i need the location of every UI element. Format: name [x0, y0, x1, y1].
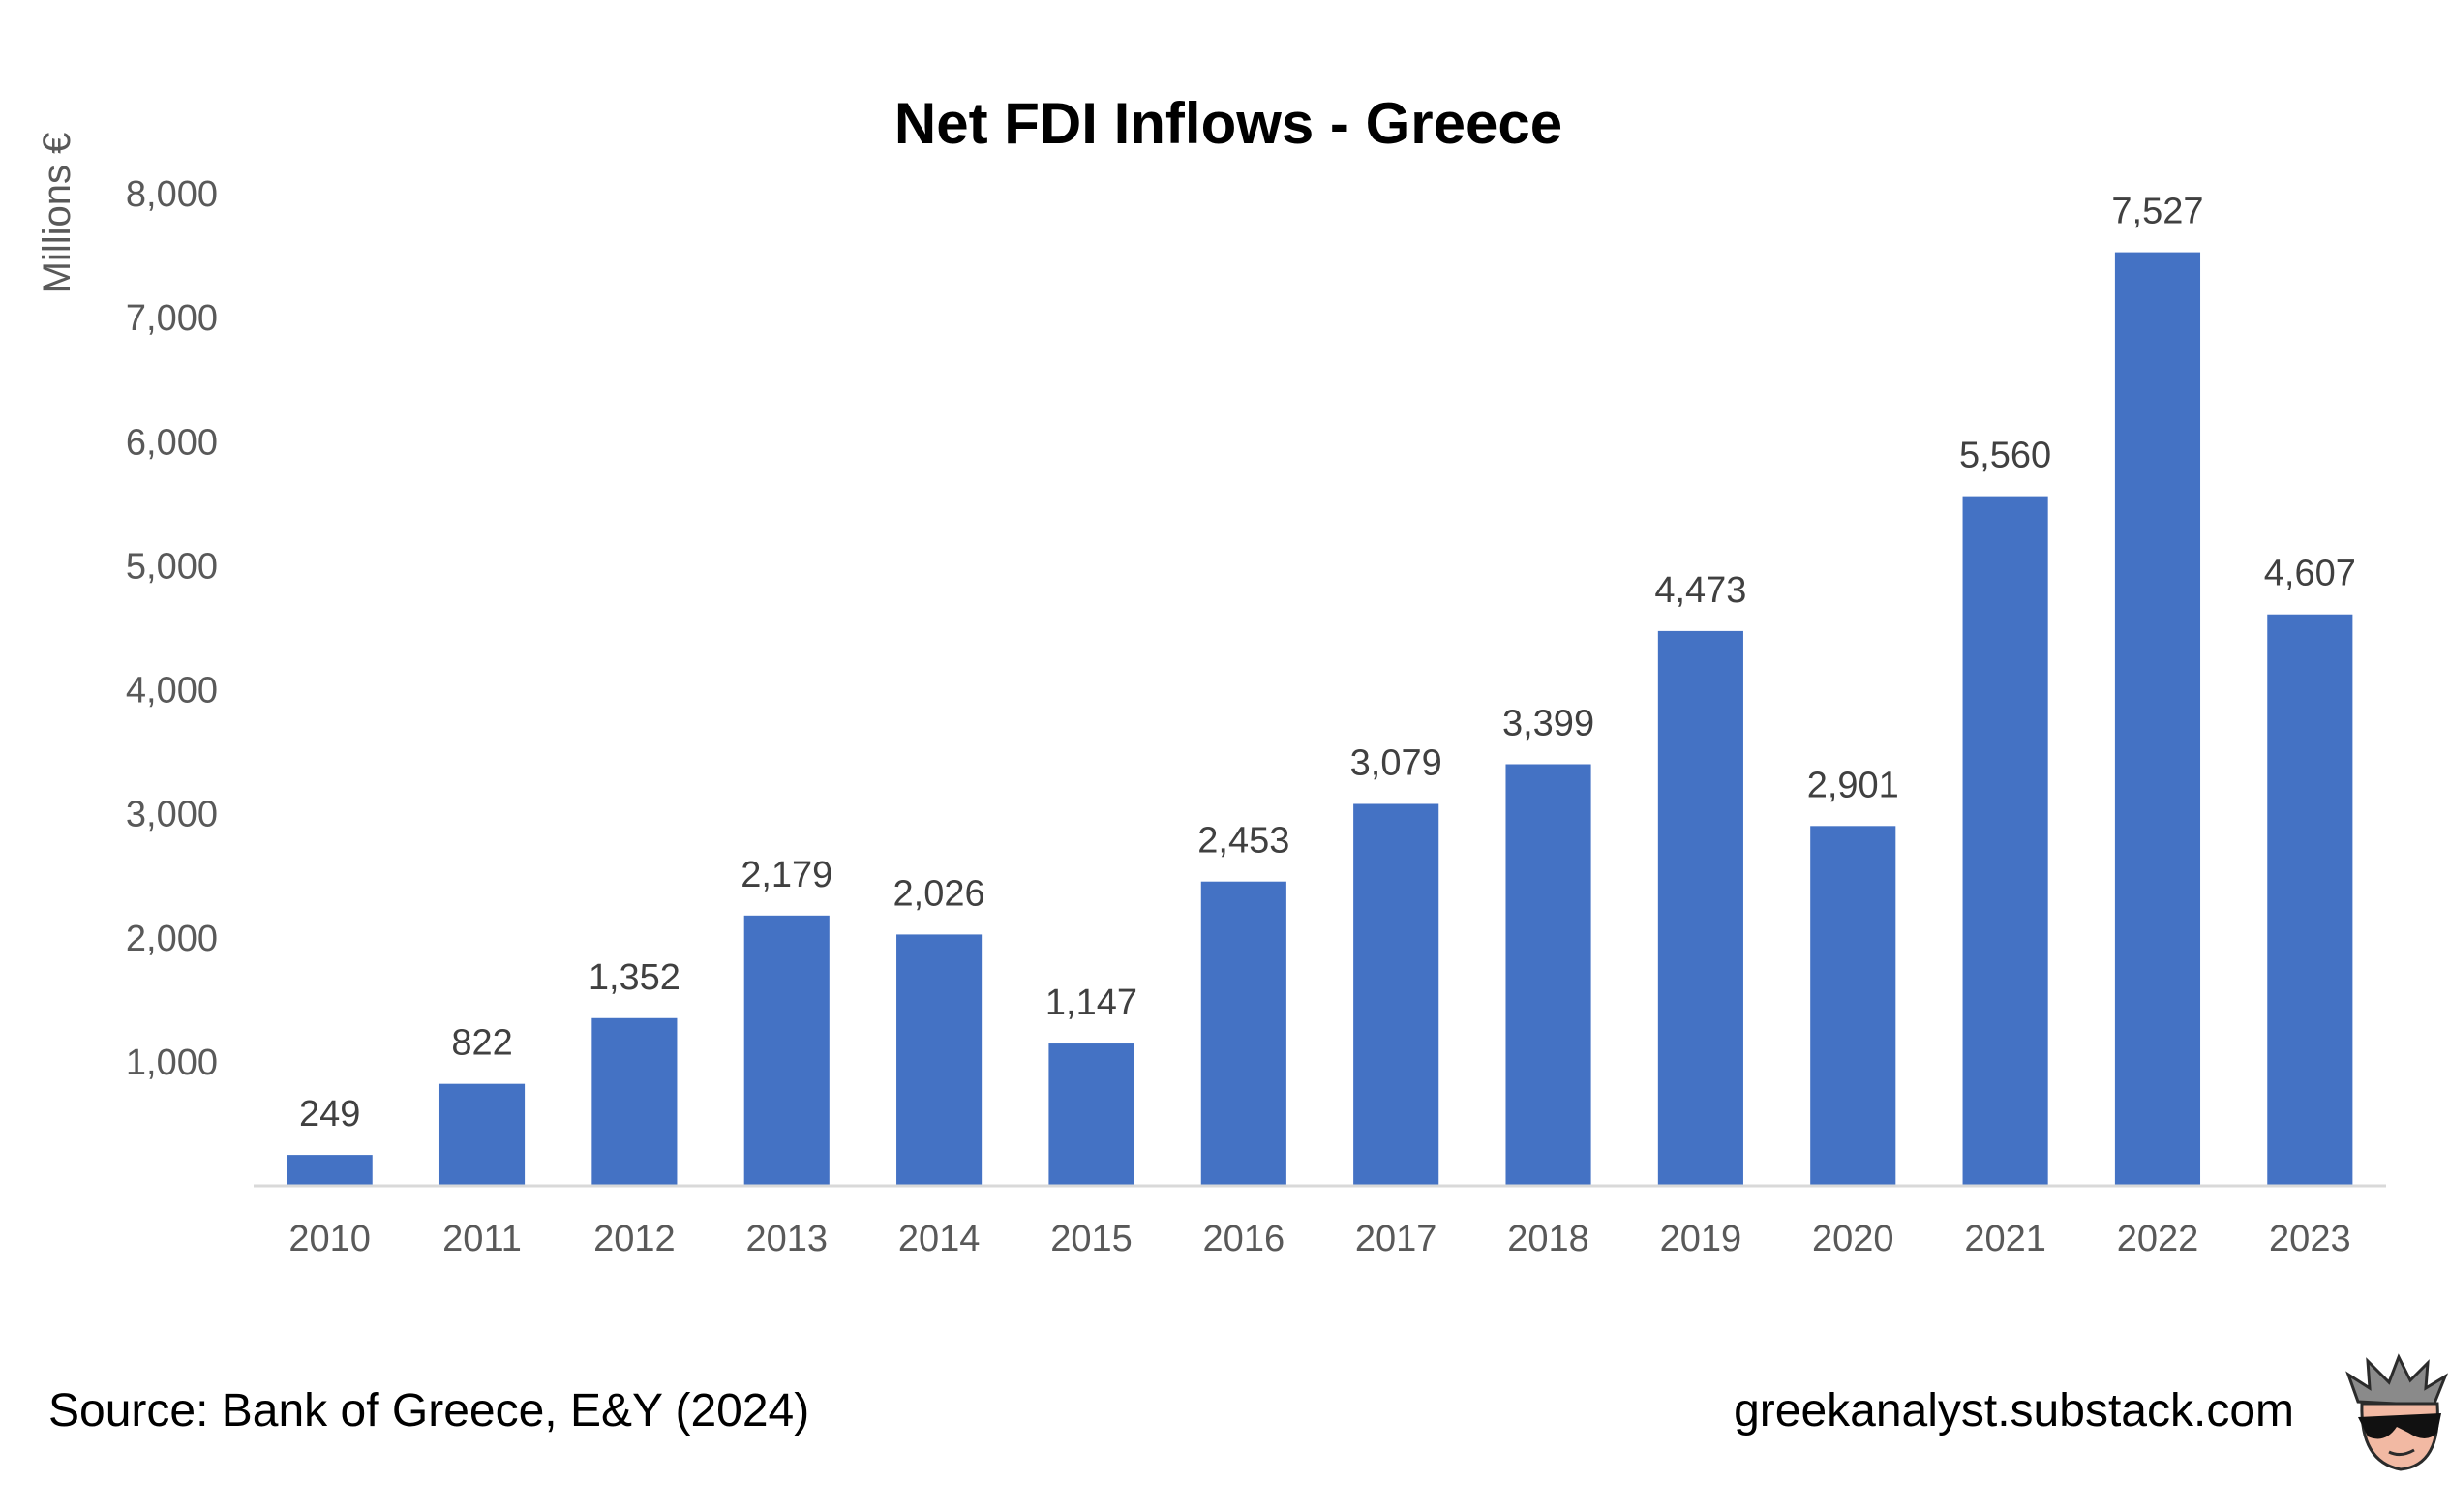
bar-2013	[743, 915, 830, 1186]
y-axis-label: Millions €	[36, 133, 78, 294]
y-tick-label: 4,000	[126, 671, 218, 711]
data-label-2011: 822	[451, 1023, 512, 1064]
y-axis-ticks: 1,000 2,000 3,000 4,000 5,000 6,000 7,000 8,000	[126, 174, 218, 1083]
data-label-2010: 249	[299, 1094, 360, 1134]
x-tick-label: 2015	[1050, 1219, 1133, 1259]
bar-2011	[438, 1083, 526, 1186]
bar-2017	[1353, 803, 1439, 1186]
y-tick-label: 5,000	[126, 546, 218, 587]
source-note: Source: Bank of Greece, E&Y (2024)	[48, 1385, 809, 1436]
y-tick-label: 8,000	[126, 174, 218, 215]
data-label-2022: 7,527	[2111, 192, 2203, 232]
bar-2012	[591, 1017, 678, 1186]
data-label-2023: 4,607	[2264, 554, 2356, 594]
y-tick-label: 2,000	[126, 919, 218, 959]
data-label-2016: 2,453	[1197, 821, 1289, 862]
x-tick-label: 2019	[1660, 1219, 1742, 1259]
x-tick-label: 2023	[2269, 1219, 2351, 1259]
site-url: greekanalyst.substack.com	[1734, 1385, 2294, 1436]
bar-2020	[1810, 826, 1896, 1186]
data-label-2015: 1,147	[1045, 983, 1137, 1023]
x-tick-label: 2021	[1964, 1219, 2046, 1259]
bar-2010	[287, 1155, 373, 1186]
y-tick-label: 6,000	[126, 422, 218, 463]
bar-2022	[2114, 252, 2201, 1186]
data-label-2021: 5,560	[1959, 436, 2051, 476]
bar-2018	[1505, 764, 1591, 1186]
bar-2016	[1200, 881, 1286, 1186]
x-tick-label: 2020	[1812, 1219, 1894, 1259]
y-tick-label: 1,000	[126, 1043, 218, 1083]
x-tick-label: 2022	[2117, 1219, 2199, 1259]
y-tick-label: 3,000	[126, 795, 218, 835]
bar-2019	[1657, 630, 1743, 1186]
x-tick-label: 2016	[1203, 1219, 1285, 1259]
x-tick-label: 2017	[1355, 1219, 1437, 1259]
bar-2015	[1048, 1043, 1134, 1186]
data-label-2012: 1,352	[589, 957, 680, 998]
x-tick-label: 2011	[442, 1219, 522, 1259]
x-tick-label: 2014	[898, 1219, 981, 1259]
y-tick-label: 7,000	[126, 298, 218, 339]
x-axis-ticks: 2010 2011 2012 2013 2014 2015 2016 2017 2018 2019…	[288, 1219, 2350, 1259]
chart-title: Net FDI Inflows - Greece	[894, 91, 1562, 156]
data-label-2018: 3,399	[1502, 704, 1594, 744]
data-label-2017: 3,079	[1350, 743, 1442, 784]
x-tick-label: 2013	[745, 1219, 828, 1259]
data-label-2020: 2,901	[1807, 765, 1899, 805]
bar-2021	[1962, 496, 2048, 1186]
bars	[287, 252, 2353, 1186]
bar-2014	[896, 934, 983, 1186]
x-tick-label: 2010	[288, 1219, 371, 1259]
x-tick-label: 2012	[593, 1219, 676, 1259]
bar-2023	[2267, 614, 2353, 1186]
data-label-2019: 4,473	[1654, 570, 1746, 611]
sunglasses-face-icon	[2345, 1353, 2449, 1471]
data-label-2014: 2,026	[893, 873, 985, 914]
x-tick-label: 2018	[1507, 1219, 1589, 1259]
data-label-2013: 2,179	[741, 855, 832, 895]
data-labels: 249 822 1,352 2,179 2,026 1,147 2,453 3,079 3,39…	[299, 192, 2356, 1134]
